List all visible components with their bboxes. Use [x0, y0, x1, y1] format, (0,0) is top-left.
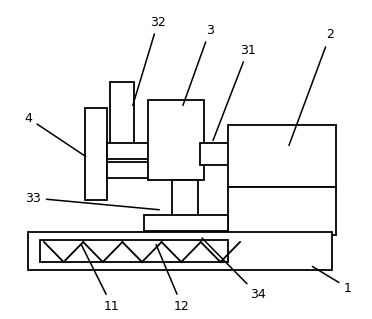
Text: 34: 34 [202, 238, 266, 301]
Text: 11: 11 [81, 244, 120, 313]
Text: 33: 33 [25, 191, 159, 210]
Bar [28, 232, 332, 270]
Text: 4: 4 [24, 112, 86, 156]
Text: 31: 31 [213, 43, 256, 140]
Bar [85, 108, 107, 200]
Bar [110, 82, 134, 144]
Text: 3: 3 [183, 24, 214, 105]
Bar [228, 125, 336, 187]
Text: 12: 12 [156, 245, 190, 313]
Bar [144, 215, 228, 231]
Bar [228, 187, 336, 235]
Bar [200, 143, 230, 165]
Text: 1: 1 [312, 266, 352, 294]
Text: 32: 32 [133, 16, 166, 105]
Bar [172, 180, 198, 218]
Bar [107, 162, 151, 178]
Bar [148, 100, 204, 180]
Bar [107, 143, 151, 159]
Text: 2: 2 [289, 28, 334, 145]
Bar [40, 240, 228, 262]
